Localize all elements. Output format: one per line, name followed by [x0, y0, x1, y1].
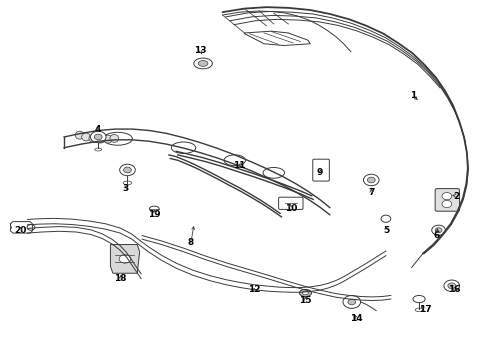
Circle shape: [434, 228, 441, 233]
Text: 19: 19: [148, 210, 160, 219]
Text: 13: 13: [194, 46, 206, 55]
Circle shape: [94, 134, 102, 140]
Text: 12: 12: [247, 285, 260, 294]
Circle shape: [90, 131, 106, 143]
Circle shape: [431, 225, 445, 235]
Text: 15: 15: [299, 296, 311, 305]
Circle shape: [342, 296, 360, 309]
Text: 18: 18: [114, 274, 126, 283]
Circle shape: [441, 193, 451, 200]
Ellipse shape: [110, 134, 119, 142]
Text: 17: 17: [418, 305, 430, 314]
Ellipse shape: [299, 289, 311, 297]
Text: 11: 11: [233, 161, 245, 170]
FancyBboxPatch shape: [434, 189, 459, 211]
Text: 16: 16: [447, 285, 460, 294]
Text: 5: 5: [382, 226, 388, 235]
Ellipse shape: [263, 167, 284, 178]
Circle shape: [443, 280, 459, 292]
Circle shape: [347, 299, 355, 305]
Circle shape: [27, 225, 35, 230]
Text: 20: 20: [14, 226, 26, 235]
Ellipse shape: [302, 291, 308, 295]
Ellipse shape: [149, 206, 159, 211]
Ellipse shape: [81, 133, 90, 141]
Ellipse shape: [193, 58, 212, 69]
Ellipse shape: [96, 135, 105, 143]
FancyBboxPatch shape: [278, 197, 303, 210]
Ellipse shape: [95, 148, 102, 151]
Polygon shape: [110, 244, 140, 273]
Ellipse shape: [412, 296, 424, 303]
Circle shape: [363, 174, 378, 186]
Text: 7: 7: [367, 188, 374, 197]
Text: 3: 3: [122, 184, 128, 193]
Ellipse shape: [89, 134, 98, 142]
Circle shape: [123, 167, 131, 173]
Circle shape: [366, 177, 374, 183]
Ellipse shape: [123, 181, 132, 185]
Ellipse shape: [75, 131, 84, 139]
Ellipse shape: [224, 155, 245, 166]
FancyBboxPatch shape: [312, 159, 329, 181]
Text: 14: 14: [349, 314, 362, 323]
Text: 10: 10: [284, 204, 296, 213]
Ellipse shape: [103, 132, 132, 145]
Text: 9: 9: [316, 168, 323, 177]
Text: 4: 4: [95, 125, 101, 134]
Circle shape: [120, 164, 135, 176]
Text: 2: 2: [452, 192, 459, 201]
Text: 8: 8: [187, 238, 194, 247]
Text: 1: 1: [409, 91, 415, 100]
Circle shape: [447, 283, 455, 289]
Circle shape: [119, 255, 131, 263]
Ellipse shape: [171, 142, 195, 153]
Text: 6: 6: [433, 231, 439, 240]
Circle shape: [380, 215, 390, 222]
Ellipse shape: [414, 308, 422, 312]
Circle shape: [441, 201, 451, 208]
Ellipse shape: [198, 60, 207, 66]
Ellipse shape: [103, 135, 112, 143]
